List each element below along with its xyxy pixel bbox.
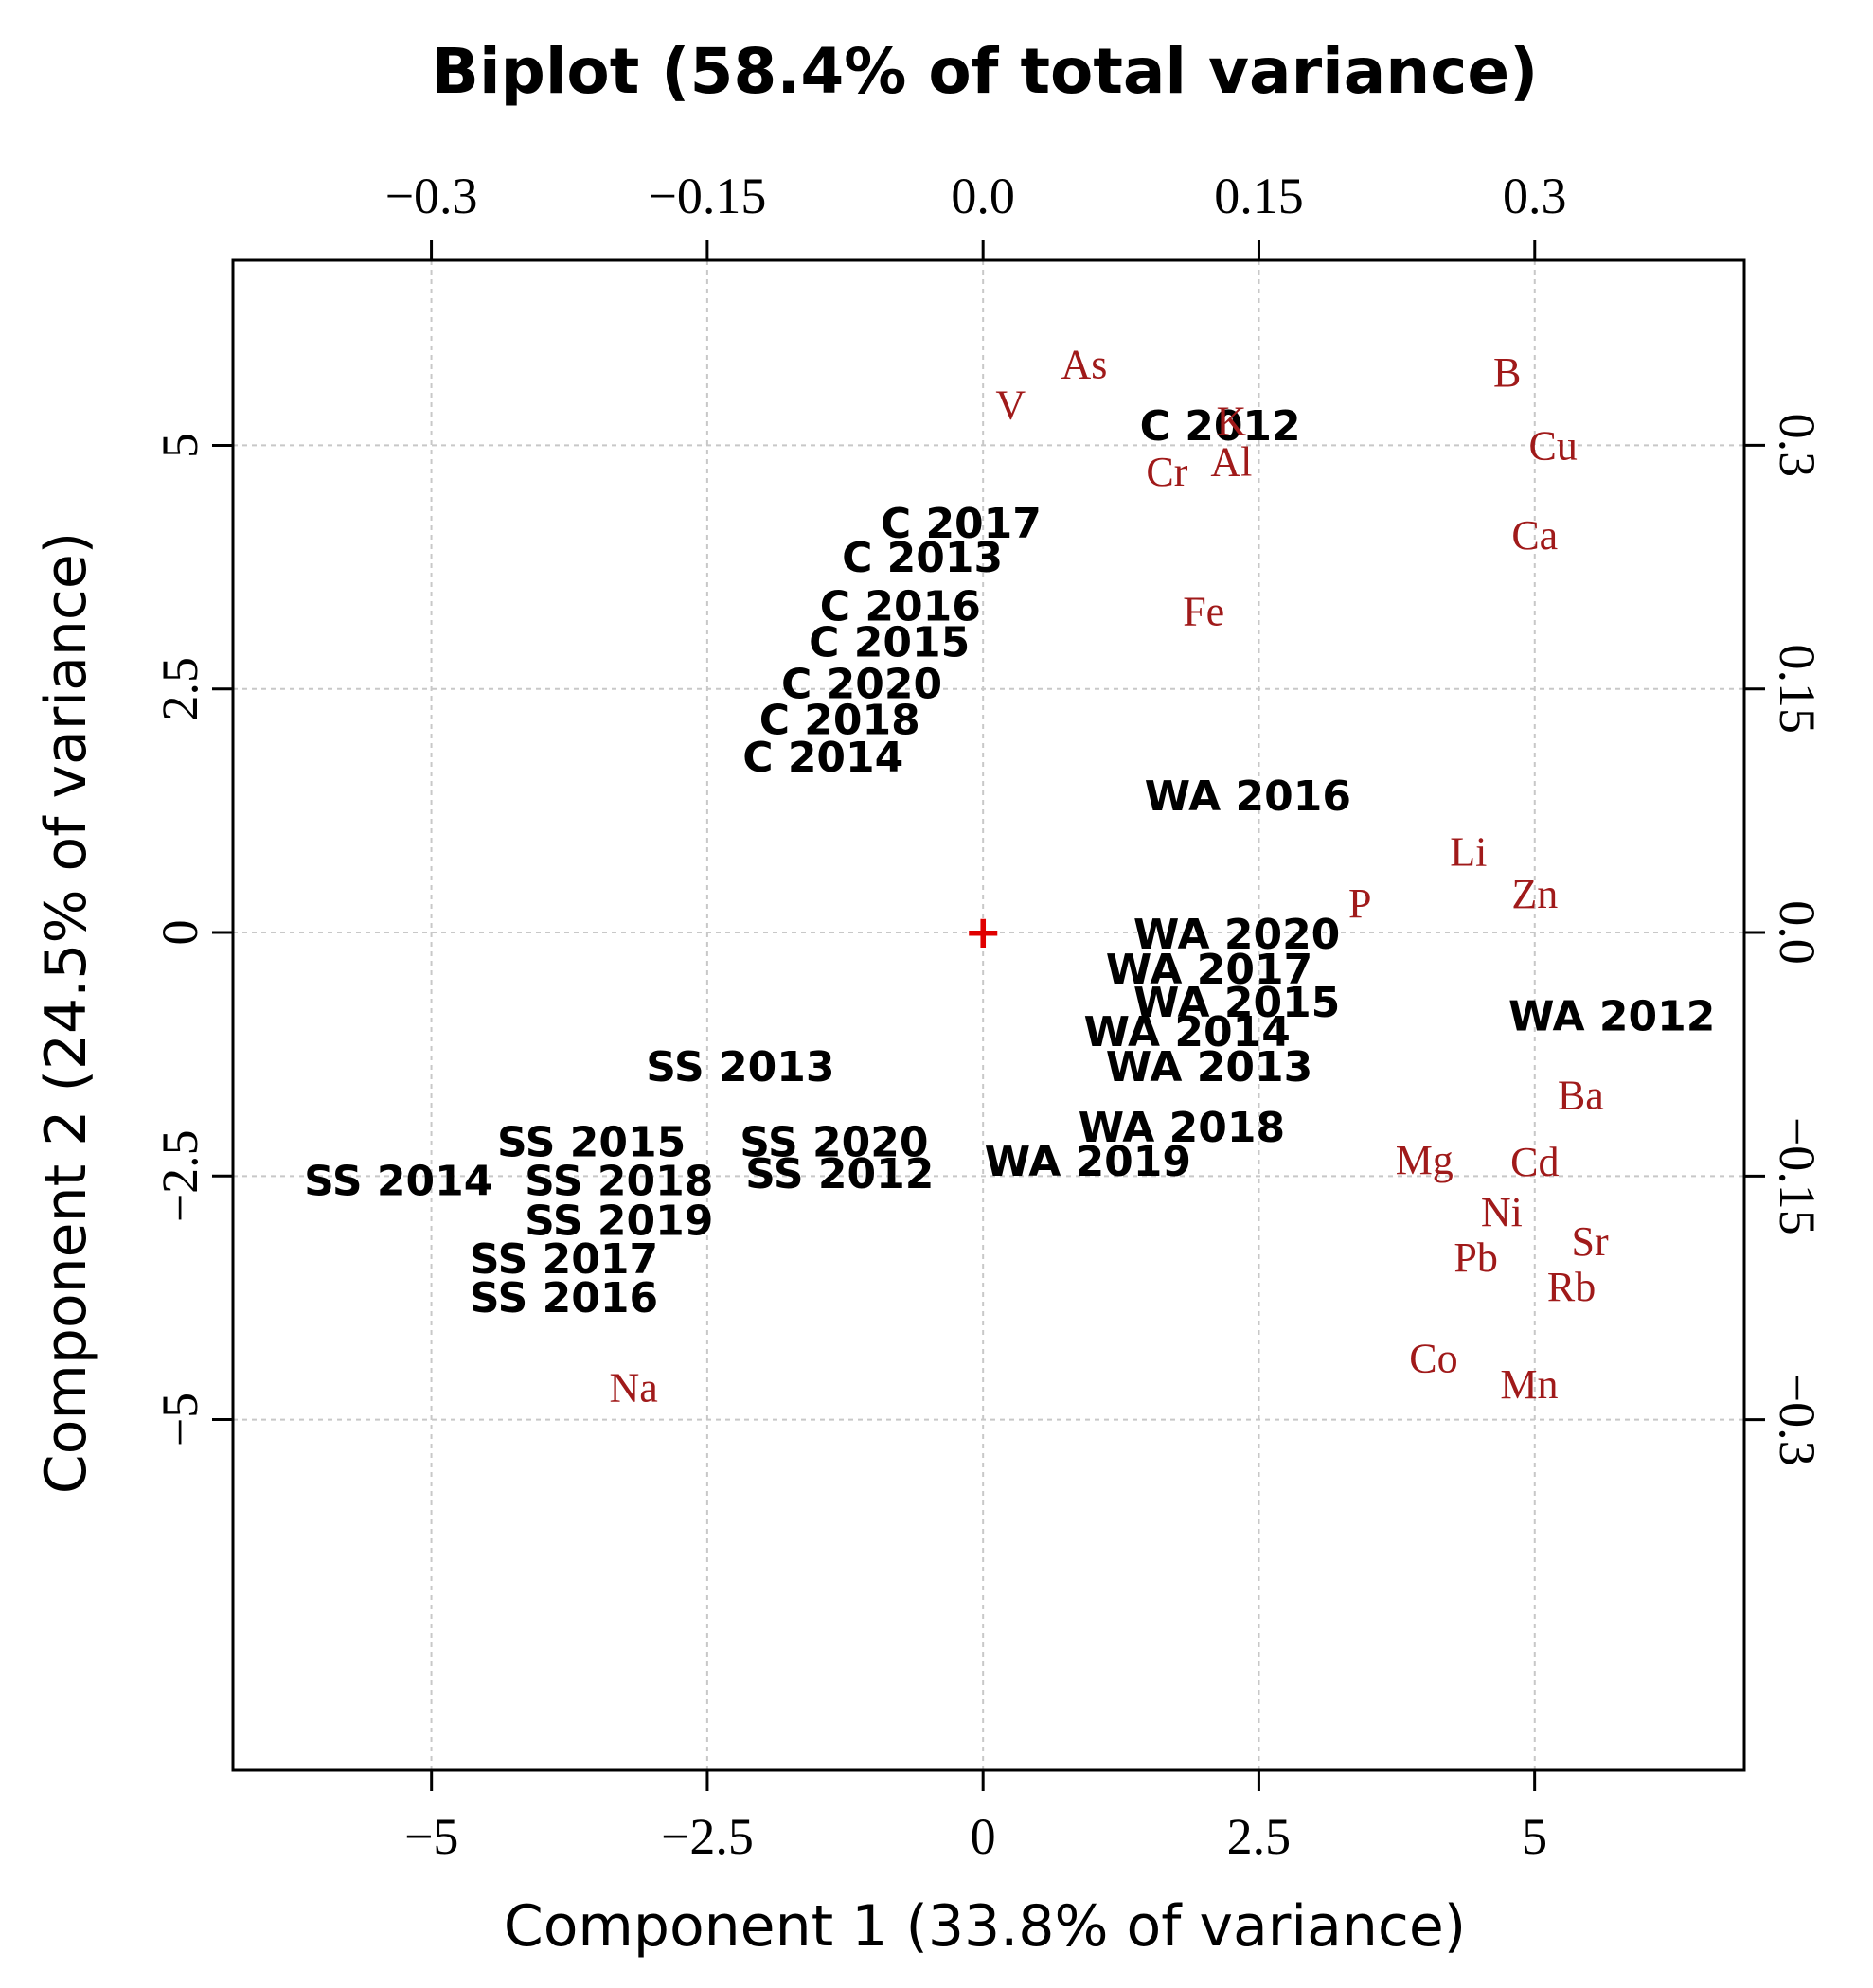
observation-label: SS 2015 bbox=[497, 1118, 686, 1166]
top-tick-label: 0.15 bbox=[1214, 168, 1304, 224]
x-tick-label: 2.5 bbox=[1227, 1808, 1292, 1865]
variable-label: Mg bbox=[1396, 1137, 1454, 1183]
variable-label: Ni bbox=[1481, 1189, 1523, 1235]
variable-label: Li bbox=[1450, 828, 1487, 875]
variable-label: As bbox=[1061, 342, 1108, 388]
observation-label: WA 2014 bbox=[1083, 1008, 1290, 1056]
variable-label: Na bbox=[610, 1364, 658, 1411]
variable-label: Fe bbox=[1183, 588, 1224, 634]
axes: −5 −2.5 0 2.5 5 −5 −2.5 0 2.5 5 −0.3 −0.15 0.0 0.15 0.… bbox=[152, 168, 1826, 1865]
y-tick-label: 0 bbox=[152, 920, 208, 946]
right-tick-label: −0.3 bbox=[1769, 1374, 1826, 1466]
observation-label: C 2016 bbox=[820, 582, 981, 630]
right-tick-label: 0.3 bbox=[1769, 414, 1826, 478]
variable-label: B bbox=[1493, 349, 1521, 396]
top-tick-label: −0.3 bbox=[385, 168, 478, 224]
variable-label: Co bbox=[1409, 1335, 1457, 1381]
observation-label: C 2014 bbox=[742, 734, 903, 782]
chart-title: Biplot (58.4% of total variance) bbox=[432, 35, 1539, 108]
observation-label: WA 2016 bbox=[1145, 772, 1351, 821]
top-tick-label: 0.3 bbox=[1503, 168, 1567, 224]
y-tick-label: 5 bbox=[152, 433, 208, 458]
x-tick-label: 5 bbox=[1522, 1808, 1547, 1865]
top-tick-label: 0.0 bbox=[951, 168, 1015, 224]
variable-label: K bbox=[1216, 399, 1246, 445]
variable-label: Mn bbox=[1500, 1361, 1558, 1408]
y-tick-label: −2.5 bbox=[152, 1129, 208, 1222]
observation-label: C 2015 bbox=[809, 618, 970, 666]
right-tick-label: 0.15 bbox=[1769, 644, 1826, 734]
observation-label: WA 2013 bbox=[1106, 1043, 1312, 1092]
top-tick-label: −0.15 bbox=[648, 168, 766, 224]
variable-label: Pb bbox=[1454, 1234, 1497, 1281]
variable-label: Cu bbox=[1529, 422, 1578, 469]
variable-label: Sr bbox=[1571, 1218, 1608, 1265]
observation-label: C 2013 bbox=[842, 534, 1003, 582]
right-tick-label: 0.0 bbox=[1769, 900, 1826, 965]
origin-marker: + bbox=[964, 906, 1002, 959]
plot-frame bbox=[231, 258, 1746, 1772]
variable-label: Al bbox=[1210, 439, 1252, 486]
variable-label: Ca bbox=[1511, 512, 1558, 559]
observation-label: WA 2019 bbox=[985, 1138, 1191, 1186]
y-tick-label: −5 bbox=[152, 1393, 208, 1447]
observation-label: WA 2020 bbox=[1133, 911, 1340, 959]
observation-label: SS 2019 bbox=[525, 1198, 713, 1246]
observation-label: SS 2012 bbox=[745, 1150, 934, 1198]
x-tick-label: −5 bbox=[404, 1808, 458, 1865]
x-tick-label: −2.5 bbox=[661, 1808, 754, 1865]
observation-label: C 2012 bbox=[1140, 402, 1301, 451]
observation-label: SS 2016 bbox=[470, 1274, 658, 1322]
x-axis-title: Component 1 (33.8% of variance) bbox=[504, 1893, 1466, 1960]
x-tick-label: 0 bbox=[971, 1808, 996, 1865]
observation-label: SS 2018 bbox=[525, 1157, 713, 1205]
variable-label: P bbox=[1348, 880, 1371, 927]
observation-label: WA 2018 bbox=[1079, 1104, 1285, 1152]
variable-label: Cd bbox=[1510, 1139, 1559, 1185]
observation-label: SS 2017 bbox=[470, 1235, 658, 1284]
variable-label: Zn bbox=[1511, 871, 1558, 917]
observation-label: C 2020 bbox=[781, 661, 942, 709]
right-tick-label: −0.15 bbox=[1769, 1117, 1826, 1235]
observation-label: C 2018 bbox=[759, 697, 920, 745]
y-axis-title: Component 2 (24.5% of variance) bbox=[33, 532, 99, 1494]
observation-label: C 2017 bbox=[881, 500, 1042, 548]
observation-label: WA 2015 bbox=[1133, 979, 1340, 1027]
grid-lines bbox=[233, 260, 1744, 1770]
observation-label: WA 2017 bbox=[1106, 946, 1312, 994]
variable-label: Ba bbox=[1558, 1073, 1604, 1119]
observation-label: SS 2013 bbox=[646, 1043, 834, 1092]
variable-label: V bbox=[995, 382, 1026, 429]
variable-label: Rb bbox=[1547, 1264, 1596, 1310]
observation-label: WA 2012 bbox=[1508, 993, 1715, 1041]
variable-label: Cr bbox=[1146, 449, 1187, 495]
observation-label: SS 2014 bbox=[304, 1157, 492, 1205]
observation-label: SS 2020 bbox=[740, 1118, 928, 1166]
y-tick-label: 2.5 bbox=[152, 657, 208, 721]
